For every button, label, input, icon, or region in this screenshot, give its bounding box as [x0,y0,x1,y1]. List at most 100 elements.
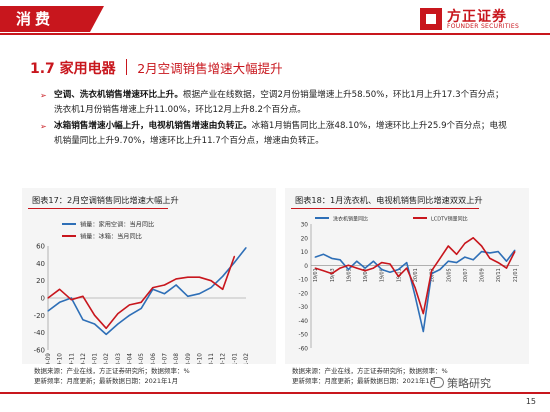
data-point [447,245,449,247]
x-tick-label: 2020-01 [93,353,99,364]
data-point [117,323,119,325]
y-tick-label: 40 [36,260,45,268]
x-tick-label: 2021-01 [232,353,238,364]
data-point [489,257,491,260]
x-tick-label: 20/05 [446,268,452,282]
data-point [70,299,72,301]
y-tick-label: -60 [299,347,309,353]
data-point [128,304,131,306]
figure-18-title: 图表18：1月洗衣机、电视机销售同比增速双双上升 [295,195,483,205]
x-tick-label: 19/03 [330,268,336,282]
header-divider [0,33,550,35]
data-point [331,273,333,275]
x-tick-label: 2019-10 [58,353,64,364]
x-tick-label: 2020-12 [221,353,227,364]
data-point [456,261,458,264]
data-point [456,253,458,255]
data-point [464,256,466,258]
legend-label: 洗衣机销量同比 [333,216,368,223]
data-point [47,297,49,299]
data-point [389,263,391,265]
y-tick-label: -30 [299,305,309,311]
y-tick-label: 30 [301,223,309,229]
bullet-text: 根据产业在线数据，空调2月份销量增速上升58.50%，环比1月上升17.3个百分… [54,90,504,115]
data-point [406,267,408,269]
data-point [140,307,142,309]
data-point [93,314,96,316]
data-point [152,287,154,289]
data-point [222,275,224,277]
data-point [422,330,424,333]
data-point [210,287,212,289]
y-tick-label: -10 [299,278,309,284]
data-point [381,261,383,264]
series-line [314,249,516,333]
data-point [356,260,358,262]
data-point [70,297,72,299]
data-point [175,278,177,280]
data-point [431,270,433,272]
figure-17-title-underline [28,208,168,209]
x-tick-label: 2021-02 [244,353,250,364]
logo-mark-icon [420,8,442,30]
section-title: 1.7 家用电器 2月空调销售增速大幅提升 [30,58,530,80]
footer-left: 数据来源：产业在线，方正证券研究所；数据频率：% 更新频率：月度更新；最新数据日… [34,366,190,386]
x-tick-label: 2020-05 [139,353,145,364]
figure-17: 图表17：2月空调销售同比增速大幅上升 -60 -40 -20 0 20 40 60 2019… [22,188,276,377]
data-point [514,250,516,253]
data-point [175,284,177,286]
x-tick-label: 19/01 [313,268,319,282]
data-point [389,271,391,273]
y-tick-label: 0 [304,264,308,270]
x-tick-label: 2019-09 [46,353,52,364]
footer-divider [0,392,550,394]
data-point [198,293,201,295]
x-tick-label: 20/07 [463,268,469,282]
x-tick-label: 20/11 [496,268,502,282]
y-tick-label: -60 [34,347,45,355]
x-tick-label: 2020-11 [209,353,215,364]
logo-text-en: FOUNDER SECURITIES [447,23,520,30]
data-point [233,261,235,264]
data-point [472,259,474,261]
data-point [381,268,383,271]
data-point [472,237,474,239]
figure-17-title: 图表17：2月空调销售同比增速大幅上升 [32,195,179,205]
y-tick-label: 20 [301,236,309,242]
data-point [505,260,508,262]
footer-right: 数据来源：产业在线，方正证券研究所；数据频率：% 更新频率：月度更新；最新数据日… [292,366,448,386]
y-tick-label: 10 [301,250,309,256]
data-point [339,259,341,261]
x-tick-label: 21/01 [513,268,519,282]
data-point [439,257,441,260]
data-point [245,247,247,249]
figure-18-chart: -60 -50 -40 -30 -20 -10 0 10 20 30 19/01 19/03 19/05… [299,216,519,353]
x-tick-label: 2020-08 [174,353,180,364]
x-tick-label: 2020-02 [104,353,110,364]
data-point [314,267,316,269]
data-point [198,276,201,278]
figure-18-title-underline [291,208,479,209]
footer-source: 数据来源：产业在线，方正证券研究所；数据频率：% [34,367,190,375]
header: 消费 方正证券 FOUNDER SECURITIES [0,0,550,46]
data-point [447,260,449,262]
bullet-item: 冰箱销售增速小幅上升，电视机销售增速由负转正。冰箱1月销售同比上涨48.10%，… [40,119,510,149]
data-point [439,268,441,271]
data-point [222,288,224,290]
y-tick-label: -40 [34,329,45,337]
x-tick-label: 19/05 [346,268,352,282]
x-tick-label: 20/03 [430,268,436,282]
data-point [82,295,84,297]
page-number: 15 [525,397,536,406]
y-tick-label: -40 [299,319,309,325]
data-point [163,293,166,295]
data-point [480,250,483,253]
series-line [47,247,247,336]
data-point [497,261,499,264]
data-point [489,252,491,254]
data-point [163,284,166,286]
y-tick-label: 0 [41,295,45,303]
data-point [397,275,399,277]
data-point [372,267,374,269]
data-point [314,256,316,258]
